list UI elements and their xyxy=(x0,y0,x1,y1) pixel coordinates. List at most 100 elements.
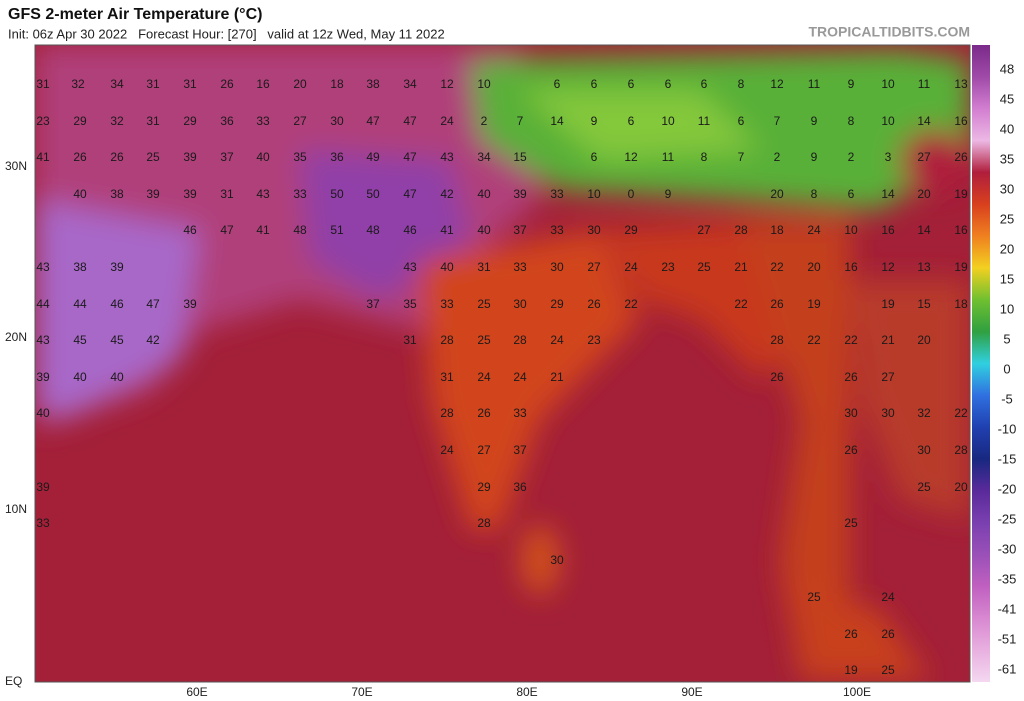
temperature-label: 11 xyxy=(918,77,931,91)
temperature-label: 9 xyxy=(848,77,855,91)
temperature-label: 36 xyxy=(513,480,527,494)
temperature-label: 7 xyxy=(517,114,524,128)
temperature-label: 33 xyxy=(256,114,270,128)
temperature-label: 40 xyxy=(256,150,270,164)
temperature-label: 26 xyxy=(844,443,858,457)
temperature-label: 20 xyxy=(917,333,931,347)
lon-label: 100E xyxy=(843,685,871,699)
temperature-label: 18 xyxy=(954,297,968,311)
lon-label: 90E xyxy=(681,685,702,699)
temperature-label: 41 xyxy=(256,223,270,237)
temperature-label: 45 xyxy=(110,333,124,347)
temperature-label: 23 xyxy=(587,333,601,347)
temperature-label: 6 xyxy=(665,77,672,91)
colorbar-label: 40 xyxy=(1000,121,1014,136)
temperature-label: 33 xyxy=(550,223,564,237)
temperature-label: 27 xyxy=(881,370,895,384)
temperature-label: 31 xyxy=(220,187,234,201)
temperature-label: 33 xyxy=(36,516,50,530)
lon-label: 80E xyxy=(516,685,537,699)
temperature-label: 11 xyxy=(808,77,821,91)
temperature-label: 22 xyxy=(807,333,821,347)
temperature-label: 50 xyxy=(330,187,344,201)
temperature-label: 24 xyxy=(881,590,895,604)
temperature-label: 39 xyxy=(110,260,124,274)
temperature-label: 10 xyxy=(587,187,601,201)
temperature-label: 6 xyxy=(738,114,745,128)
temperature-label: 20 xyxy=(917,187,931,201)
colorbar-label: 15 xyxy=(1000,271,1014,286)
temperature-label: 29 xyxy=(183,114,197,128)
lat-label: EQ xyxy=(5,674,22,688)
colorbar-label: -61 xyxy=(998,661,1017,676)
temperature-label: 19 xyxy=(807,297,821,311)
colorbar-label: 48 xyxy=(1000,61,1014,76)
colorbar-label: 30 xyxy=(1000,181,1014,196)
temperature-label: 25 xyxy=(917,480,931,494)
temperature-label: 27 xyxy=(293,114,307,128)
temperature-label: 11 xyxy=(698,114,711,128)
temperature-label: 37 xyxy=(513,223,527,237)
temperature-label: 40 xyxy=(36,406,50,420)
temperature-label: 41 xyxy=(440,223,454,237)
temperature-label: 16 xyxy=(881,223,895,237)
temperature-label: 30 xyxy=(550,260,564,274)
temperature-label: 40 xyxy=(440,260,454,274)
temperature-label: 26 xyxy=(770,297,784,311)
temperature-label: 43 xyxy=(403,260,417,274)
temperature-label: 20 xyxy=(293,77,307,91)
colorbar-label: 35 xyxy=(1000,151,1014,166)
colorbar-label: 25 xyxy=(1000,211,1014,226)
temperature-label: 31 xyxy=(146,77,160,91)
temperature-label: 9 xyxy=(591,114,598,128)
temperature-label: 2 xyxy=(481,114,488,128)
temperature-label: 27 xyxy=(477,443,491,457)
colorbar-label: 10 xyxy=(1000,301,1014,316)
temperature-label: 19 xyxy=(954,260,968,274)
temperature-label: 6 xyxy=(554,77,561,91)
temperature-label: 44 xyxy=(73,297,87,311)
lat-label: 30N xyxy=(5,159,27,173)
temperature-label: 31 xyxy=(403,333,417,347)
temperature-label: 47 xyxy=(366,114,380,128)
temperature-label: 25 xyxy=(477,297,491,311)
temperature-label: 24 xyxy=(440,443,454,457)
temperature-label: 18 xyxy=(330,77,344,91)
temperature-label: 6 xyxy=(591,77,598,91)
temperature-label: 7 xyxy=(738,150,745,164)
temperature-label: 11 xyxy=(662,150,675,164)
temperature-label: 38 xyxy=(366,77,380,91)
temperature-label: 28 xyxy=(734,223,748,237)
temperature-label: 33 xyxy=(293,187,307,201)
temperature-label: 29 xyxy=(477,480,491,494)
temperature-label: 20 xyxy=(807,260,821,274)
temperature-label: 44 xyxy=(36,297,50,311)
temperature-label: 21 xyxy=(734,260,748,274)
colorbar-label: 0 xyxy=(1003,361,1010,376)
temperature-label: 14 xyxy=(917,114,931,128)
temperature-label: 24 xyxy=(550,333,564,347)
temperature-label: 40 xyxy=(477,223,491,237)
colorbar-label: -15 xyxy=(998,451,1017,466)
temperature-label: 37 xyxy=(513,443,527,457)
temperature-label: 14 xyxy=(881,187,895,201)
temperature-label: 29 xyxy=(624,223,638,237)
temperature-label: 31 xyxy=(146,114,160,128)
temperature-label: 43 xyxy=(440,150,454,164)
temperature-label: 21 xyxy=(881,333,895,347)
temperature-label: 29 xyxy=(73,114,87,128)
temperature-label: 12 xyxy=(770,77,784,91)
colorbar-label: -10 xyxy=(998,421,1017,436)
temperature-label: 23 xyxy=(36,114,50,128)
temperature-label: 38 xyxy=(110,187,124,201)
temperature-label: 30 xyxy=(844,406,858,420)
temperature-label: 39 xyxy=(36,480,50,494)
temperature-label: 14 xyxy=(550,114,564,128)
temperature-label: 33 xyxy=(550,187,564,201)
temperature-label: 33 xyxy=(440,297,454,311)
temperature-field xyxy=(35,45,970,680)
colorbar-label: -25 xyxy=(998,511,1017,526)
temperature-label: 26 xyxy=(844,627,858,641)
temperature-label: 24 xyxy=(477,370,491,384)
temperature-label: 14 xyxy=(917,223,931,237)
